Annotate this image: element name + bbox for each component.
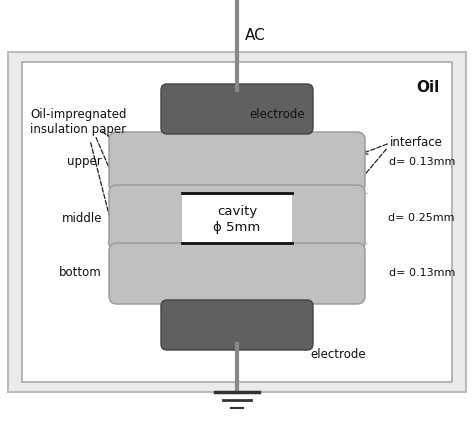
- Text: cavity: cavity: [217, 204, 257, 218]
- Text: d= 0.25mm: d= 0.25mm: [389, 213, 455, 223]
- Text: Oil-impregnated
insulation paper: Oil-impregnated insulation paper: [30, 108, 127, 136]
- Text: d= 0.13mm: d= 0.13mm: [389, 157, 455, 167]
- FancyBboxPatch shape: [22, 62, 452, 382]
- Text: Oil: Oil: [417, 80, 440, 95]
- FancyBboxPatch shape: [109, 132, 365, 193]
- Text: electrode: electrode: [249, 109, 305, 122]
- FancyBboxPatch shape: [161, 300, 313, 350]
- FancyBboxPatch shape: [109, 243, 365, 304]
- Bar: [182, 193, 292, 243]
- Text: ϕ 5mm: ϕ 5mm: [213, 220, 261, 234]
- Text: upper: upper: [67, 156, 102, 168]
- Text: d= 0.13mm: d= 0.13mm: [389, 268, 455, 278]
- Text: electrode: electrode: [310, 349, 365, 362]
- FancyBboxPatch shape: [109, 185, 365, 251]
- Text: AC: AC: [245, 28, 266, 42]
- Text: interface: interface: [390, 136, 443, 148]
- Text: bottom: bottom: [59, 267, 102, 279]
- Text: middle: middle: [62, 212, 102, 224]
- FancyBboxPatch shape: [161, 84, 313, 134]
- FancyBboxPatch shape: [8, 52, 466, 392]
